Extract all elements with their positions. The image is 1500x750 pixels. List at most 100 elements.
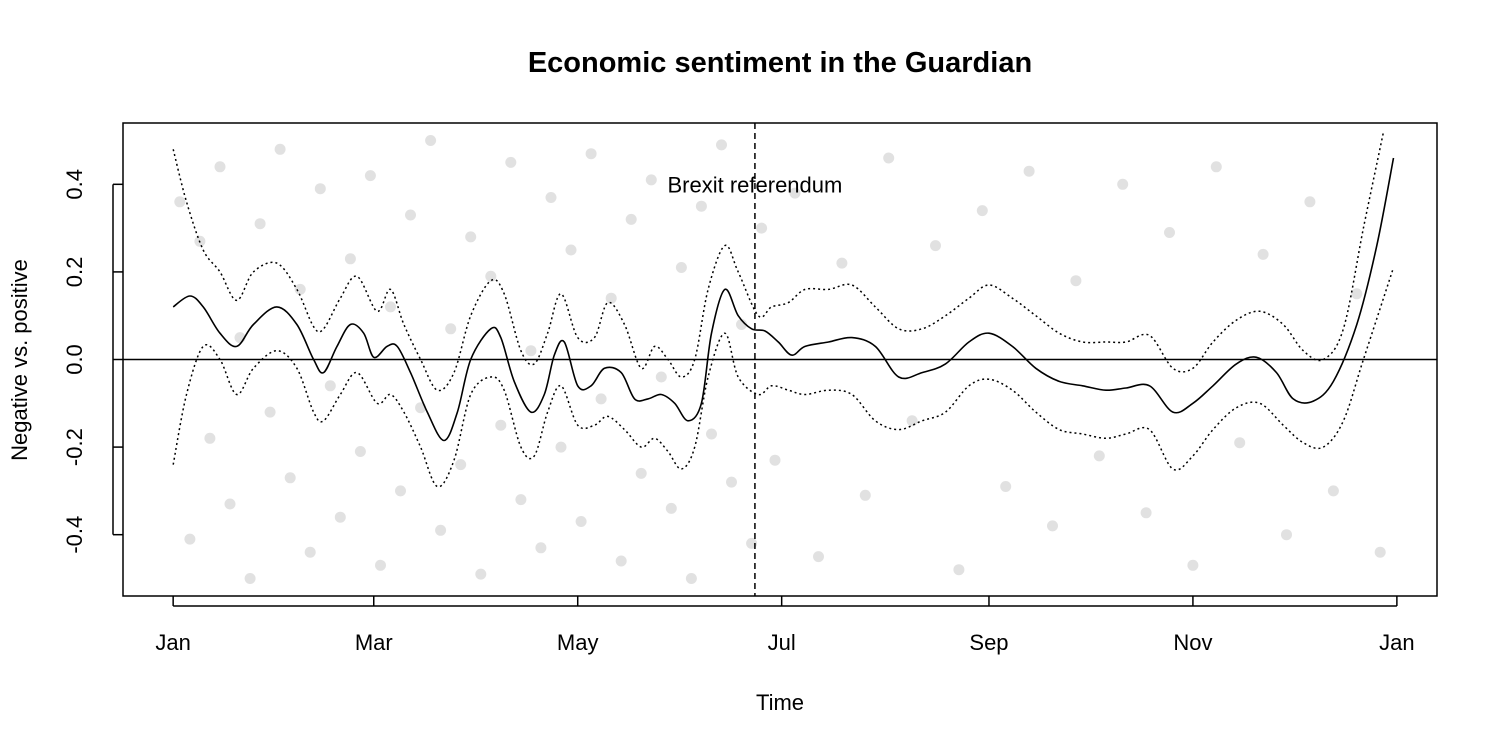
x-axis: Jan Mar May Jul Sep Nov Jan (155, 596, 1415, 655)
x-tick-label: Jan (1379, 630, 1414, 655)
data-point (485, 270, 497, 282)
data-point (274, 143, 286, 155)
data-point (595, 393, 607, 405)
data-point (224, 498, 236, 510)
data-point (930, 240, 941, 252)
data-point (883, 152, 895, 164)
data-point (244, 573, 256, 584)
data-point (953, 564, 965, 576)
data-point (716, 139, 727, 151)
data-point (675, 262, 687, 273)
series-line-lower-bound (172, 267, 1395, 488)
data-point (655, 371, 667, 383)
data-point (455, 459, 467, 471)
data-point (354, 446, 366, 457)
data-point (1000, 481, 1012, 492)
data-point (555, 441, 567, 453)
data-point (1304, 196, 1316, 208)
data-point (465, 231, 477, 243)
brexit-referendum-label: Brexit referendum (667, 172, 842, 197)
x-tick-label: Sep (969, 630, 1008, 655)
data-point (324, 380, 336, 392)
x-tick-label: Mar (355, 630, 393, 655)
data-point (836, 257, 848, 269)
y-axis: -0.4 -0.2 0.0 0.2 0.4 (62, 169, 123, 554)
data-point (1327, 485, 1339, 497)
data-point (615, 555, 627, 567)
data-point (204, 432, 216, 444)
data-point (1070, 275, 1082, 287)
data-point (254, 218, 266, 230)
y-tick-label: 0.0 (62, 344, 87, 375)
series-lines (123, 123, 1437, 596)
data-point (314, 183, 326, 195)
y-axis-title: Negative vs. positive (7, 259, 32, 461)
series-line-upper-bound (172, 131, 1385, 392)
y-tick-label: -0.2 (62, 428, 87, 466)
data-point (706, 428, 717, 440)
data-point (525, 345, 537, 357)
data-point (184, 533, 196, 545)
data-point (475, 568, 487, 580)
data-point (1164, 227, 1175, 238)
x-tick-label: Nov (1173, 630, 1212, 655)
data-point (515, 494, 527, 506)
data-point (756, 222, 768, 234)
data-point (645, 174, 657, 186)
y-tick-label: 0.2 (62, 257, 87, 288)
data-point (789, 187, 801, 199)
x-axis-title: Time (756, 690, 804, 715)
data-point (1093, 450, 1105, 462)
data-point (304, 546, 316, 558)
data-point (976, 205, 988, 217)
data-point (1047, 520, 1058, 532)
scatter-points (174, 135, 1386, 584)
data-point (585, 148, 597, 160)
data-point (264, 406, 276, 418)
data-point (1117, 178, 1129, 190)
data-point (505, 156, 517, 168)
data-point (1374, 546, 1386, 558)
x-tick-label: May (557, 630, 599, 655)
data-point (1210, 161, 1222, 173)
data-point (1023, 165, 1035, 177)
data-point (425, 135, 437, 146)
data-point (535, 542, 547, 554)
data-point (435, 524, 447, 536)
data-point (405, 209, 416, 221)
data-point (1257, 248, 1269, 260)
data-point (565, 244, 577, 256)
data-point (685, 573, 697, 584)
data-point (1140, 507, 1152, 519)
data-point (736, 319, 747, 330)
x-tick-label: Jul (768, 630, 796, 655)
data-point (334, 511, 346, 523)
data-point (495, 419, 507, 431)
data-point (284, 472, 296, 484)
y-tick-label: 0.4 (62, 169, 87, 200)
y-tick-label: -0.4 (62, 516, 87, 554)
data-point (294, 283, 306, 295)
data-point (635, 467, 647, 479)
data-point (1351, 288, 1363, 300)
data-point (1281, 529, 1292, 541)
data-point (445, 323, 457, 335)
series-line-estimate (172, 157, 1395, 442)
data-point (375, 559, 386, 571)
data-point (1187, 559, 1199, 571)
data-point (726, 476, 737, 488)
data-point (813, 551, 824, 563)
data-point (1234, 437, 1246, 449)
data-point (575, 516, 587, 527)
data-point (769, 454, 781, 466)
data-point (395, 485, 406, 497)
data-point (605, 292, 617, 304)
x-tick-label: Jan (155, 630, 190, 655)
data-point (364, 170, 376, 182)
data-point (174, 196, 186, 208)
data-point (385, 301, 396, 313)
data-point (625, 213, 637, 225)
data-point (545, 192, 557, 203)
data-point (665, 502, 677, 514)
